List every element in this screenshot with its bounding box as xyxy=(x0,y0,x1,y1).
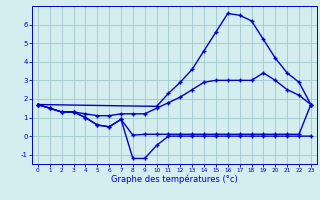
X-axis label: Graphe des températures (°c): Graphe des températures (°c) xyxy=(111,175,238,184)
